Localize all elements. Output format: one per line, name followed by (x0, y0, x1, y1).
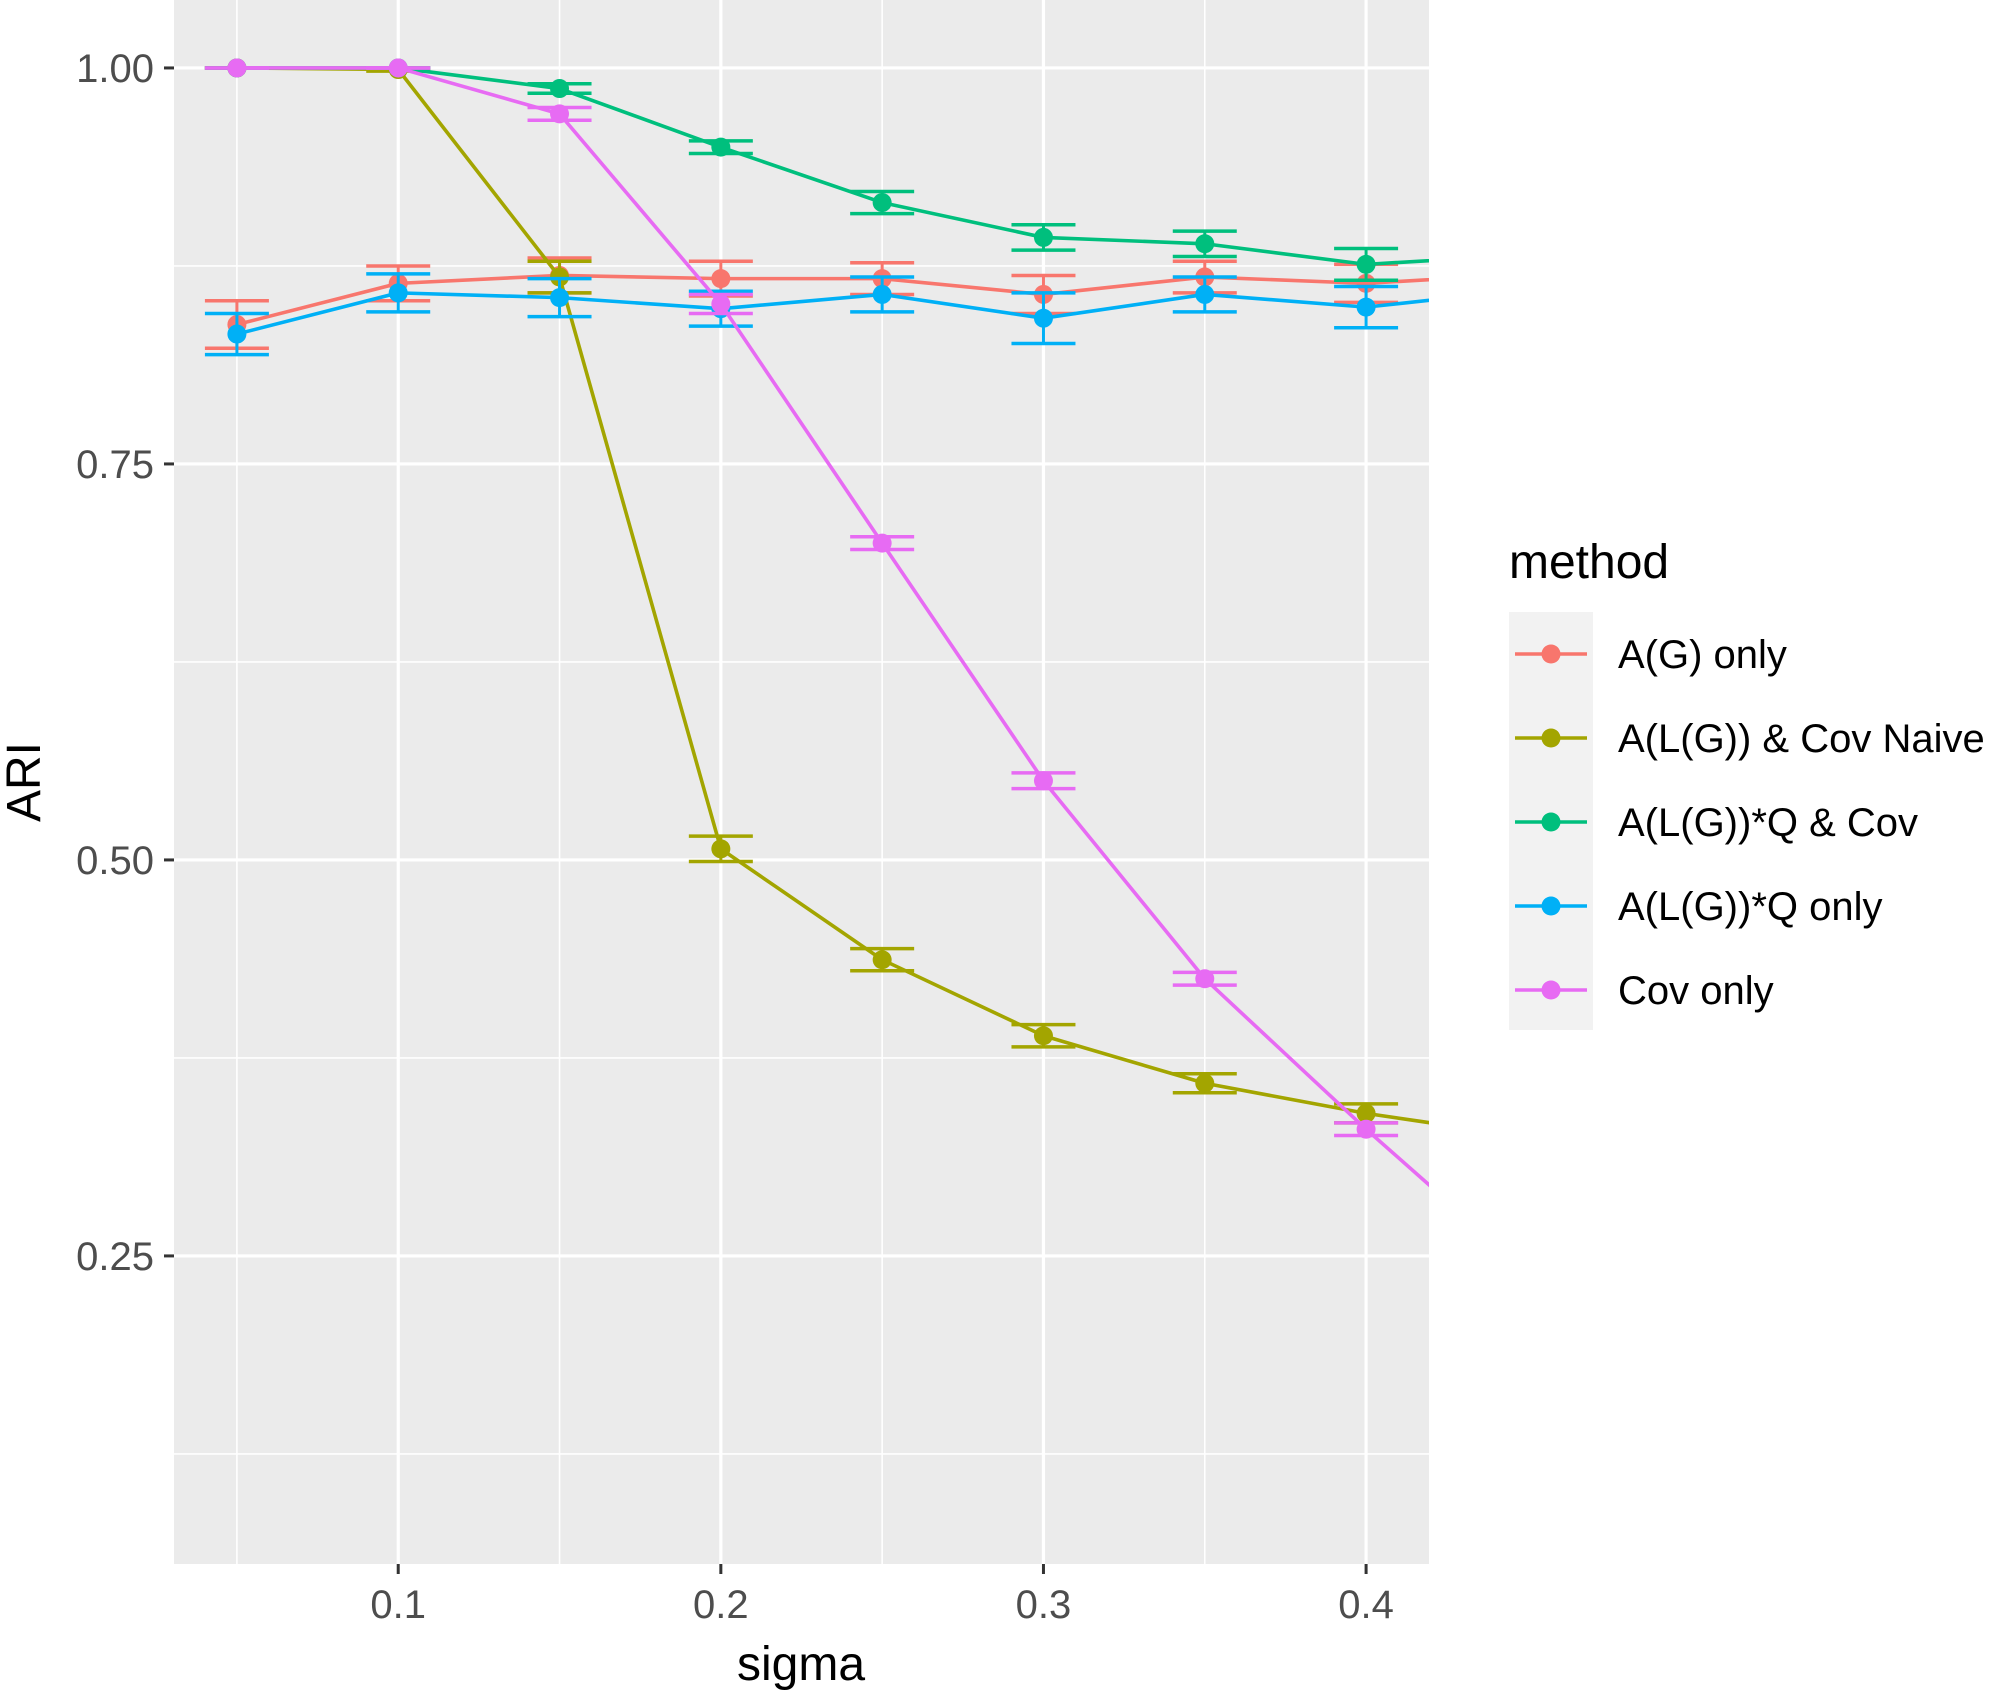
data-point (388, 58, 408, 78)
data-point (1195, 1073, 1215, 1093)
legend-key-point (1541, 644, 1561, 664)
series-layer (204, 58, 1537, 1281)
y-axis-title: ARI (0, 742, 51, 822)
x-axis-title: sigma (737, 1638, 865, 1691)
legend-title: method (1509, 536, 1669, 589)
legend-key-point (1541, 812, 1561, 832)
y-tick-label: 1.00 (76, 47, 154, 91)
data-point (550, 79, 570, 99)
x-tick-label: 0.4 (1338, 1583, 1394, 1627)
data-point (711, 294, 731, 314)
series-5 (204, 58, 1537, 1281)
panel-background (174, 0, 1429, 1564)
data-point (872, 533, 892, 553)
x-tick-label: 0.1 (370, 1583, 426, 1627)
y-tick-label: 0.25 (76, 1235, 154, 1279)
legend-items: A(G) only A(L(G)) & Cov Naive A(L(G))*Q & … (1515, 633, 1985, 1013)
data-point (550, 288, 570, 308)
data-point (711, 839, 731, 859)
data-point (1195, 234, 1215, 254)
legend-item-5: Cov only (1515, 969, 1774, 1013)
legend-item-2: A(L(G)) & Cov Naive (1515, 717, 1985, 761)
data-point (1356, 1103, 1376, 1123)
data-point (711, 137, 731, 157)
y-tick-label: 0.50 (76, 839, 154, 883)
legend: method A(G) only A(L(G)) & Cov Naive A(L(G… (1509, 536, 1985, 1030)
axis-ticks (164, 66, 1368, 1574)
legend-key-point (1541, 896, 1561, 916)
data-point (1033, 308, 1053, 328)
data-point (872, 284, 892, 304)
data-point (1518, 1128, 1537, 1147)
legend-key-point (1541, 728, 1561, 748)
data-point (1033, 227, 1053, 247)
data-point (227, 58, 247, 78)
data-point (1356, 297, 1376, 317)
data-point (872, 950, 892, 970)
x-tick-label: 0.2 (693, 1583, 749, 1627)
data-point (227, 324, 247, 344)
data-point (1518, 1262, 1537, 1281)
series-2 (204, 58, 1537, 1147)
data-point (1033, 771, 1053, 791)
data-point (550, 104, 570, 124)
data-point (1356, 1119, 1376, 1139)
data-point (388, 283, 408, 303)
legend-label: A(G) only (1618, 633, 1787, 677)
legend-item-1: A(G) only (1515, 633, 1787, 677)
data-point (1518, 280, 1537, 299)
x-tick-label: 0.3 (1016, 1583, 1072, 1627)
data-point (711, 269, 731, 289)
legend-label: A(L(G))*Q only (1618, 885, 1883, 929)
tick-labels: 0.1 0.2 0.3 0.4 0.25 0.50 0.75 1.00 (76, 47, 1394, 1627)
data-point (1195, 284, 1215, 304)
legend-item-4: A(L(G))*Q only (1515, 885, 1883, 929)
legend-key-point (1541, 980, 1561, 1000)
data-point (1518, 264, 1537, 283)
legend-item-3: A(L(G))*Q & Cov (1515, 801, 1918, 845)
data-point (1033, 1026, 1053, 1046)
data-point (1518, 245, 1537, 264)
legend-label: Cov only (1618, 969, 1774, 1013)
y-tick-label: 0.75 (76, 443, 154, 487)
data-point (1195, 969, 1215, 989)
legend-label: A(L(G)) & Cov Naive (1618, 717, 1985, 761)
legend-label: A(L(G))*Q & Cov (1618, 801, 1918, 845)
data-point (872, 193, 892, 213)
data-point (1356, 254, 1376, 274)
